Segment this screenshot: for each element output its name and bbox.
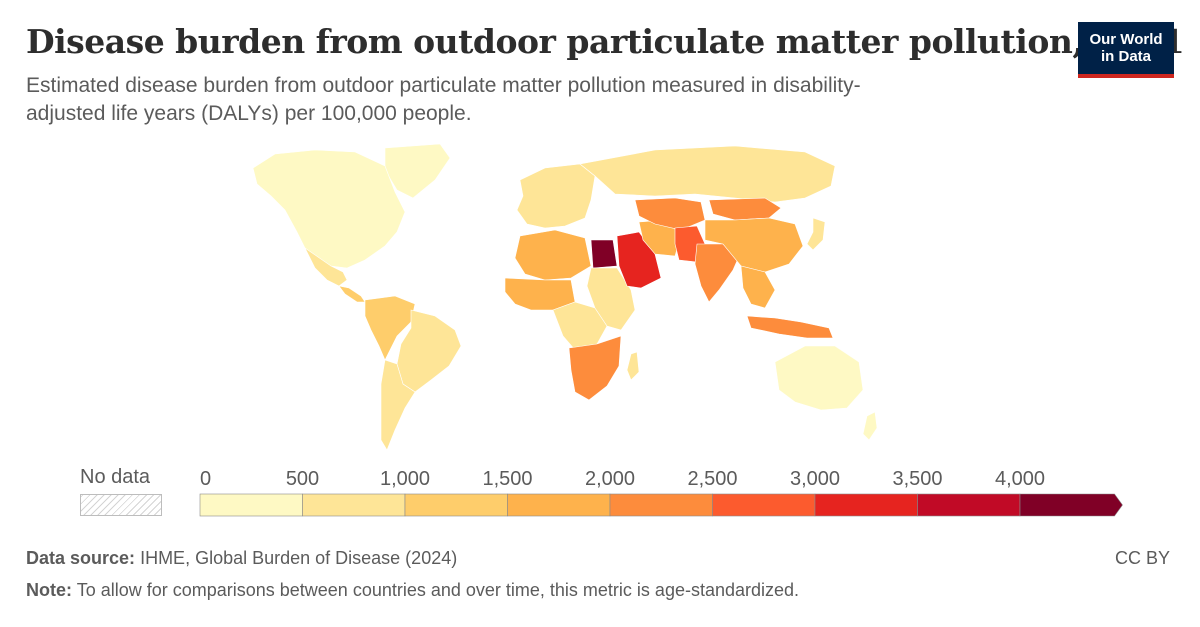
legend-tick-label: 2,000 [585, 468, 635, 490]
region-japan[interactable] [806, 217, 826, 251]
region-brazil[interactable] [396, 309, 462, 393]
region-australia[interactable] [774, 345, 864, 411]
owid-logo[interactable]: Our World in Data [1078, 22, 1174, 78]
legend-bin-7[interactable] [917, 493, 1021, 517]
region-arabia[interactable] [616, 231, 662, 289]
region-new-zealand[interactable] [862, 411, 878, 441]
note-text: To allow for comparisons between countri… [76, 580, 800, 600]
legend-tick-label: 0 [200, 468, 211, 490]
data-source-label: Data source: [26, 548, 136, 568]
region-russia[interactable] [579, 145, 836, 203]
legend-bin-3[interactable] [507, 493, 611, 517]
data-source: Data source: IHME, Global Burden of Dise… [26, 548, 457, 569]
legend-tick-label: 3,500 [892, 468, 942, 490]
data-source-text[interactable]: IHME, Global Burden of Disease (2024) [140, 548, 458, 568]
region-indonesia[interactable] [746, 315, 834, 339]
region-china[interactable] [704, 217, 804, 273]
color-scale: 0 500 1,000 1,500 2,000 2,500 3,000 3,500 4,000 [199, 468, 1123, 517]
legend-tick-label: 1,500 [482, 468, 532, 490]
legend-bin-2[interactable] [404, 493, 508, 517]
region-europe[interactable] [516, 163, 596, 229]
region-mongolia[interactable] [708, 197, 782, 221]
region-egypt[interactable] [590, 239, 618, 269]
region-south-america[interactable] [364, 295, 416, 361]
region-west-africa[interactable] [504, 277, 576, 311]
logo-line-2: in Data [1100, 48, 1151, 65]
legend-bin-6[interactable] [814, 493, 918, 517]
note: Note: To allow for comparisons between c… [26, 580, 799, 601]
region-north-africa[interactable] [514, 229, 592, 281]
logo-line-1: Our World [1089, 31, 1163, 48]
legend-bin-4[interactable] [609, 493, 713, 517]
region-central-asia[interactable] [634, 197, 706, 231]
region-mexico[interactable] [304, 247, 348, 287]
chart-subtitle: Estimated disease burden from outdoor pa… [26, 74, 861, 125]
region-greenland[interactable] [384, 143, 451, 199]
region-north-america[interactable] [252, 149, 406, 269]
no-data-label: No data [80, 466, 151, 488]
legend-bin-8[interactable] [1019, 493, 1123, 517]
chart-title: Disease burden from outdoor particulate … [26, 22, 1185, 61]
region-central-africa[interactable] [552, 301, 608, 351]
legend-tick-label: 4,000 [995, 468, 1045, 490]
legend-tick-label: 2,500 [687, 468, 737, 490]
legend-tick-label: 1,000 [380, 468, 430, 490]
legend-bin-5[interactable] [712, 493, 816, 517]
note-label: Note: [26, 580, 72, 600]
legend-bin-1[interactable] [302, 493, 406, 517]
region-southeast-asia[interactable] [740, 265, 776, 309]
world-map [252, 143, 878, 451]
no-data-swatch[interactable] [80, 494, 162, 516]
color-legend: No data 0 500 1,000 1,500 2,000 2,500 3,000 3,5… [0, 460, 1200, 530]
legend-tick-label: 500 [286, 468, 319, 490]
legend-tick-label: 3,000 [790, 468, 840, 490]
region-madagascar[interactable] [626, 351, 640, 381]
region-central-america[interactable] [338, 285, 366, 303]
license-label[interactable]: CC BY [1114, 548, 1170, 568]
region-southern-africa[interactable] [568, 335, 622, 401]
region-argentina-chile[interactable] [380, 359, 416, 451]
legend-bin-0[interactable] [199, 493, 303, 517]
region-east-africa[interactable] [586, 267, 636, 331]
